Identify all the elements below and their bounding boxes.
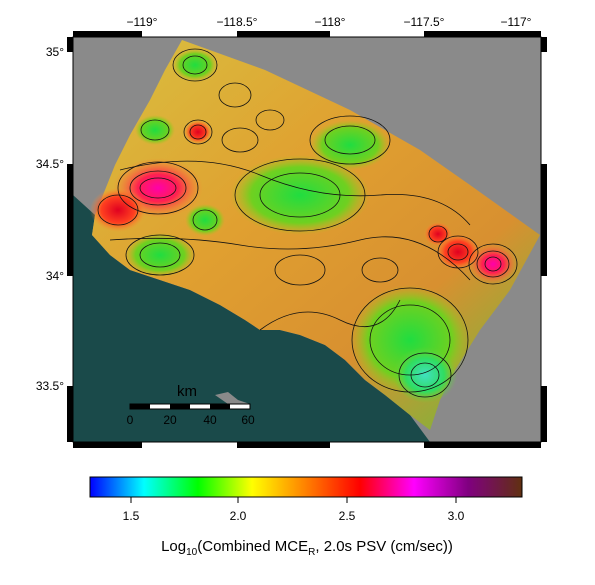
frame-band-bottom — [237, 442, 330, 448]
map-panel — [73, 37, 541, 442]
frame-band-right — [541, 386, 547, 442]
colorbar-tick-label: 2.0 — [230, 509, 247, 523]
green-zone-nw — [135, 115, 175, 145]
lon-label: −117° — [501, 15, 532, 29]
colorbar-ticks — [130, 497, 457, 503]
cyan-zone-south — [393, 347, 457, 403]
frame-band-bottom — [73, 442, 142, 448]
lat-label: 34° — [46, 269, 64, 283]
scale-bar-tick: 60 — [241, 413, 255, 427]
colorbar-title-prefix: Log — [161, 538, 186, 555]
green-zone-north — [173, 49, 217, 81]
colorbar-title-sub: 10 — [186, 547, 198, 558]
lon-labels: −119° −118.5° −118° −117.5° −117° — [127, 15, 532, 29]
lon-label: −119° — [127, 15, 158, 29]
lat-label: 33.5° — [36, 379, 64, 393]
hotspot-north — [184, 120, 212, 144]
lon-label: −117.5° — [404, 15, 445, 29]
colorbar-tick-label: 3.0 — [448, 509, 465, 523]
colorbar-title-mid: (Combined MCE — [197, 538, 308, 555]
scale-bar: km 0 20 40 60 — [127, 383, 255, 427]
green-zone-mid — [185, 204, 225, 236]
frame-band-left — [67, 386, 73, 442]
lon-label: −118° — [315, 15, 346, 29]
frame-band-top — [73, 31, 142, 37]
colorbar-ramp — [89, 476, 523, 498]
frame-band-right — [541, 37, 547, 52]
lat-labels: 35° 34.5° 34° 33.5° — [36, 45, 64, 393]
lon-label: −118.5° — [217, 15, 258, 29]
colorbar-tick-label: 1.5 — [123, 509, 140, 523]
lat-label: 35° — [46, 45, 64, 59]
hotspot-east-2 — [469, 244, 517, 284]
scale-bar-tick: 0 — [127, 413, 134, 427]
frame-band-bottom — [424, 442, 516, 448]
colorbar-title-sub2: R — [308, 547, 315, 558]
green-zone-ridge — [230, 155, 370, 235]
colorbar-title-suffix: , 2.0s PSV (cm/sec)) — [315, 538, 453, 555]
frame-band-right — [541, 164, 547, 276]
lat-label: 34.5° — [36, 157, 64, 171]
contour-lines — [97, 48, 518, 398]
frame-band-bottom — [516, 442, 541, 448]
scale-bar-tick: 40 — [203, 413, 217, 427]
green-zone-central — [310, 120, 390, 170]
scale-bar-unit: km — [177, 383, 197, 400]
colorbar: 1.5 2.0 2.5 3.0 Log10(Combined MCER, 2.0… — [89, 476, 523, 558]
colorbar-title: Log10(Combined MCER, 2.0s PSV (cm/sec)) — [161, 538, 453, 558]
colorbar-tick-label: 2.5 — [339, 509, 356, 523]
ocean-area — [73, 195, 430, 442]
frame-band-top — [424, 31, 516, 37]
green-zone-west — [125, 233, 195, 277]
frame-band-top — [516, 31, 541, 37]
frame-band-left — [67, 164, 73, 276]
map-frame-ticks — [67, 31, 547, 448]
frame-band-top — [237, 31, 330, 37]
frame-band-left — [67, 37, 73, 52]
scale-bar-tick: 20 — [163, 413, 177, 427]
